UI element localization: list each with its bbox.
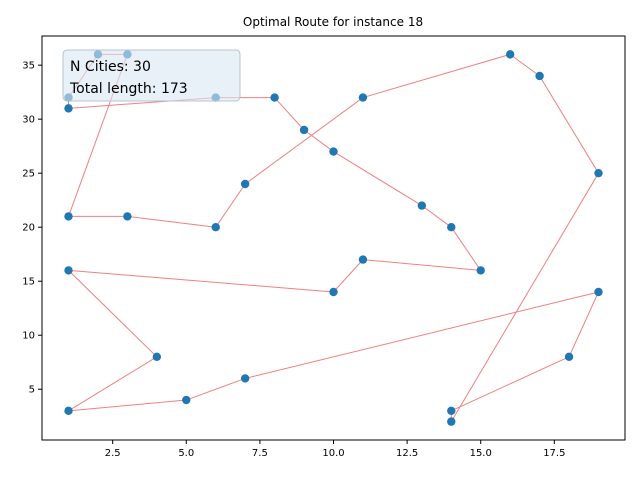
city-point	[240, 179, 250, 189]
y-tick-label: 10	[22, 331, 35, 342]
route-segment	[362, 53, 511, 99]
route-segment	[127, 215, 216, 228]
y-tick-label: 15	[22, 277, 35, 288]
city-point	[594, 168, 603, 178]
annotation-box: N Cities: 30 Total length: 173	[62, 49, 241, 102]
city-point	[535, 71, 544, 81]
city-point	[299, 125, 309, 135]
city-point	[182, 395, 191, 405]
route-segment	[303, 129, 334, 152]
y-tick-label: 30	[22, 115, 35, 126]
city-point	[417, 201, 427, 210]
route-segment	[333, 151, 423, 207]
city-point	[123, 212, 132, 221]
route-segment	[68, 356, 158, 412]
annotation-cities: N Cities: 30	[70, 59, 151, 75]
route-segment	[245, 291, 599, 379]
city-point	[358, 255, 368, 264]
y-tick-label: 35	[22, 61, 35, 72]
city-point	[64, 406, 73, 416]
city-point	[329, 287, 338, 297]
route-segment	[68, 399, 187, 412]
city-point	[447, 406, 456, 416]
x-tick-label: 12.5	[396, 448, 418, 459]
city-point	[447, 222, 456, 232]
route-segment	[539, 75, 599, 174]
route-segment	[68, 269, 334, 293]
route-segment	[186, 377, 246, 401]
city-point	[152, 352, 162, 362]
annotation-background	[62, 49, 241, 102]
route-segment	[215, 183, 246, 228]
city-point	[64, 266, 73, 275]
y-tick-label: 20	[22, 223, 35, 234]
city-point	[505, 50, 515, 59]
city-point	[476, 266, 485, 275]
x-tick-label: 7.5	[252, 448, 268, 459]
city-point	[594, 287, 603, 297]
route-segment	[333, 259, 364, 293]
annotation-length: Total length: 173	[69, 81, 188, 97]
route-segment	[244, 97, 364, 185]
route-segment	[568, 291, 599, 358]
city-point	[564, 352, 574, 362]
chart-title: Optimal Route for instance 18	[243, 15, 423, 29]
route-segment	[362, 259, 481, 271]
city-point	[358, 93, 368, 102]
x-tick-label: 15.0	[470, 448, 492, 459]
city-point	[211, 222, 220, 232]
city-point	[64, 104, 73, 113]
axis-ticks: 2.5 5.0 7.5 10.0 12.5 15.0 17.5 5 10 15 20 25 30 35	[22, 61, 565, 459]
route-segment	[451, 356, 570, 412]
route-segment	[274, 97, 305, 131]
city-point	[64, 212, 73, 221]
city-point	[329, 147, 338, 156]
route-segment	[509, 53, 540, 77]
x-tick-label: 10.0	[322, 448, 344, 459]
y-tick-label: 5	[29, 385, 35, 396]
x-tick-label: 2.5	[105, 448, 121, 459]
x-tick-label: 5.0	[178, 448, 194, 459]
route-segment	[421, 205, 452, 228]
route-segment	[450, 226, 482, 271]
plot-area	[64, 50, 603, 426]
city-point	[270, 93, 279, 102]
y-tick-label: 25	[22, 169, 35, 180]
route-segment	[450, 172, 599, 422]
x-tick-label: 17.5	[543, 448, 565, 459]
city-point	[240, 374, 250, 383]
route-segment	[68, 270, 158, 358]
city-point	[447, 417, 456, 426]
